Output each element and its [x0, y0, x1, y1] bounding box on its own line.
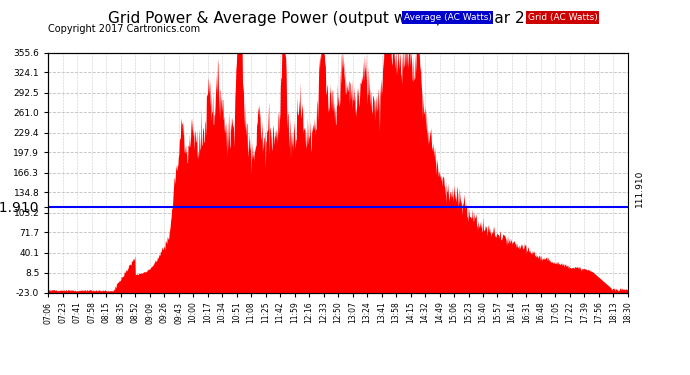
Text: 111.910: 111.910: [635, 170, 644, 207]
Text: Average (AC Watts): Average (AC Watts): [404, 13, 491, 22]
Text: Copyright 2017 Cartronics.com: Copyright 2017 Cartronics.com: [48, 24, 200, 34]
Text: Grid Power & Average Power (output watts)  Sat Mar 25 18:43: Grid Power & Average Power (output watts…: [108, 11, 582, 26]
Text: Grid (AC Watts): Grid (AC Watts): [528, 13, 598, 22]
